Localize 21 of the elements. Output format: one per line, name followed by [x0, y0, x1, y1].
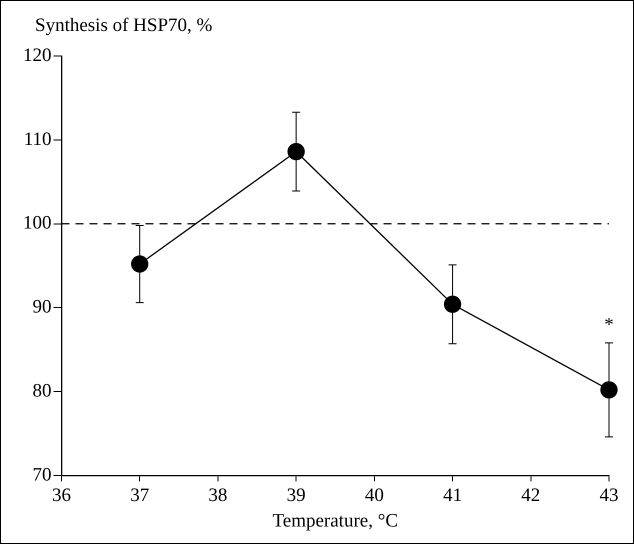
point — [600, 381, 618, 398]
point — [287, 142, 305, 160]
y-tick-label: 90 — [32, 296, 52, 318]
x-tick-label: 39 — [286, 484, 306, 506]
x-tick-label: 36 — [52, 484, 71, 506]
y-axis-title: Synthesis of HSP70, % — [35, 15, 212, 37]
x-tick-label: 38 — [208, 484, 228, 506]
x-tick-label: 43 — [600, 484, 618, 506]
x-tick-label: 37 — [130, 484, 150, 506]
point — [131, 255, 148, 273]
x-tick-label: 40 — [364, 484, 384, 506]
y-tick-label: 120 — [23, 44, 52, 66]
y-tick-label: 110 — [24, 128, 52, 150]
x-tick-label: 41 — [443, 484, 462, 506]
annotation: * — [604, 314, 614, 336]
y-tick-label: 80 — [32, 380, 52, 402]
x-axis-title: Temperature, °C — [272, 510, 398, 532]
x-tick-label: 42 — [521, 484, 540, 506]
y-tick-label: 100 — [23, 212, 52, 234]
y-tick-label: 70 — [32, 464, 52, 486]
point — [444, 296, 462, 313]
